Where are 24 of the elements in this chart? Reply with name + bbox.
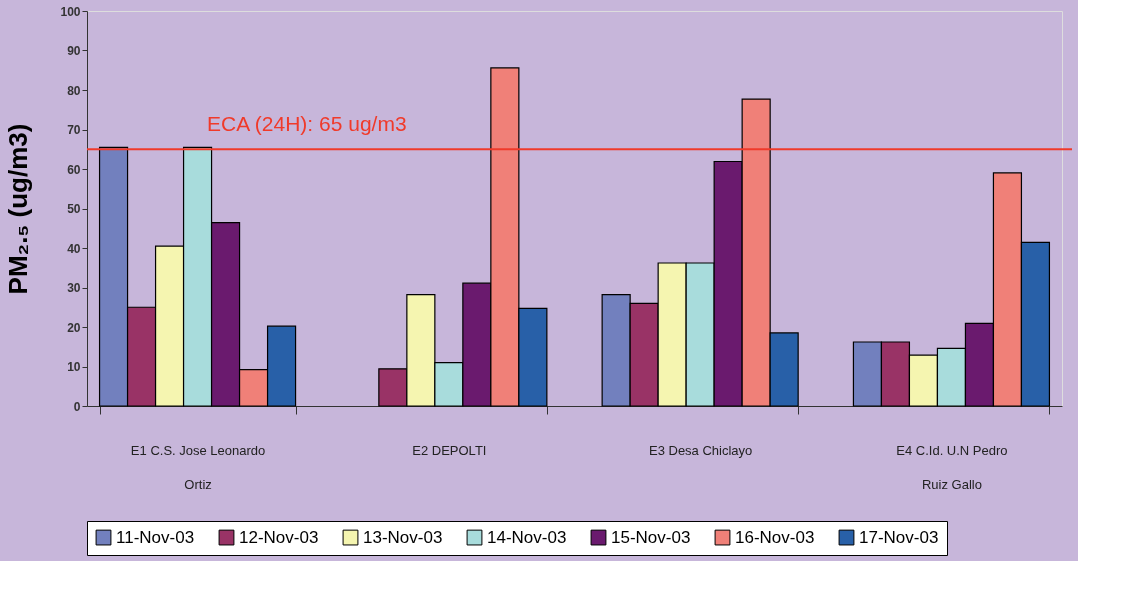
legend-label: 14-Nov-03: [487, 527, 567, 547]
legend-label: 17-Nov-03: [859, 527, 939, 547]
y-tick-label: 10: [67, 360, 81, 374]
y-axis-title: PM₂.₅ (ug/m3): [3, 123, 34, 295]
legend-label: 11-Nov-03: [116, 527, 195, 547]
y-tick-label: 20: [67, 320, 81, 335]
y-tick-label: 90: [67, 44, 81, 58]
y-tick-label: 50: [67, 202, 81, 216]
legend-label: 16-Nov-03: [735, 527, 815, 547]
y-tick-label: 40: [67, 241, 81, 256]
legend-label: 15-Nov-03: [611, 527, 691, 547]
legend-label: 13-Nov-03: [363, 527, 443, 547]
x-tick-label: E3 Desa Chiclayo: [648, 442, 753, 458]
y-tick-label: 0: [73, 399, 81, 414]
y-tick-label: 80: [67, 83, 81, 98]
ref-line-label: ECA (24H): 65 ug/m3: [207, 112, 407, 136]
category-label: E4 C.Id. U.N Pedro Ruiz Gallo: [896, 442, 1008, 492]
y-tick-label: 100: [60, 4, 81, 19]
y-tick-label: 60: [67, 162, 81, 177]
x-tick-label: E2 DEPOLTI: [412, 442, 487, 458]
y-tick-label: 30: [67, 281, 81, 295]
y-tick-label: 70: [67, 123, 81, 137]
legend-label: 12-Nov-03: [239, 527, 319, 547]
category-label: E1 C.S. Jose Leonardo Ortiz: [130, 442, 266, 492]
